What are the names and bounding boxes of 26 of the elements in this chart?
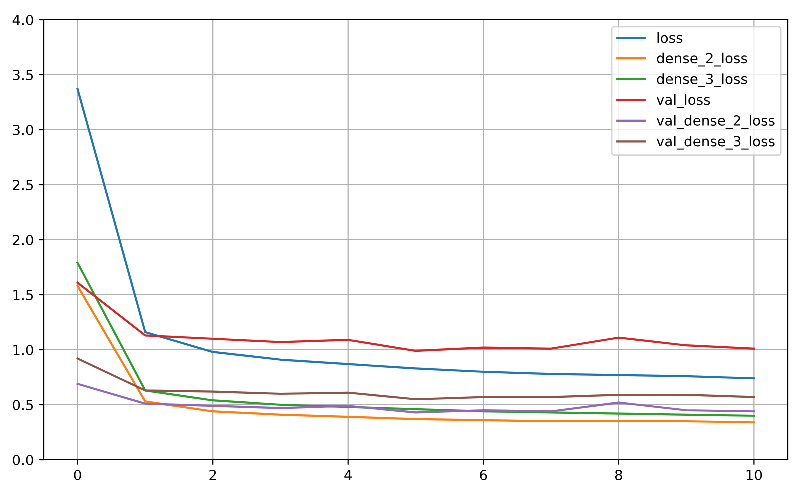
y-tick-label: 4.0 bbox=[12, 14, 34, 26]
x-tick-label: 8 bbox=[615, 470, 622, 480]
line-series bbox=[76, 358, 756, 401]
x-tick-label: 2 bbox=[210, 470, 216, 480]
x-tick-label: 10 bbox=[746, 470, 762, 480]
legend-label: val_dense_3_loss bbox=[656, 136, 775, 150]
y-tick-label: 3.0 bbox=[13, 124, 34, 136]
y-tick-label: 1.0 bbox=[14, 344, 34, 356]
line-series bbox=[76, 262, 756, 418]
line-series bbox=[76, 383, 756, 414]
x-tick-label: 0 bbox=[74, 470, 82, 480]
x-tick-label: 6 bbox=[480, 470, 488, 480]
legend-label: loss bbox=[658, 32, 683, 44]
legend-label: val_loss bbox=[656, 94, 710, 108]
line-series bbox=[76, 282, 756, 352]
y-tick-label: 1.5 bbox=[14, 290, 34, 300]
legend-label: val_dense_2_loss bbox=[656, 115, 775, 130]
y-tick-label: 3.5 bbox=[13, 70, 34, 80]
x-tick-label: 4 bbox=[344, 470, 352, 480]
y-tick-label: 2.0 bbox=[13, 234, 34, 246]
legend-label: dense_3_loss bbox=[657, 74, 748, 88]
y-tick-label: 0.0 bbox=[13, 454, 34, 466]
line-series bbox=[76, 285, 756, 424]
legend-label: dense_2_loss bbox=[657, 52, 748, 67]
y-tick-label: 0.5 bbox=[13, 400, 34, 410]
y-tick-label: 2.5 bbox=[13, 180, 34, 190]
